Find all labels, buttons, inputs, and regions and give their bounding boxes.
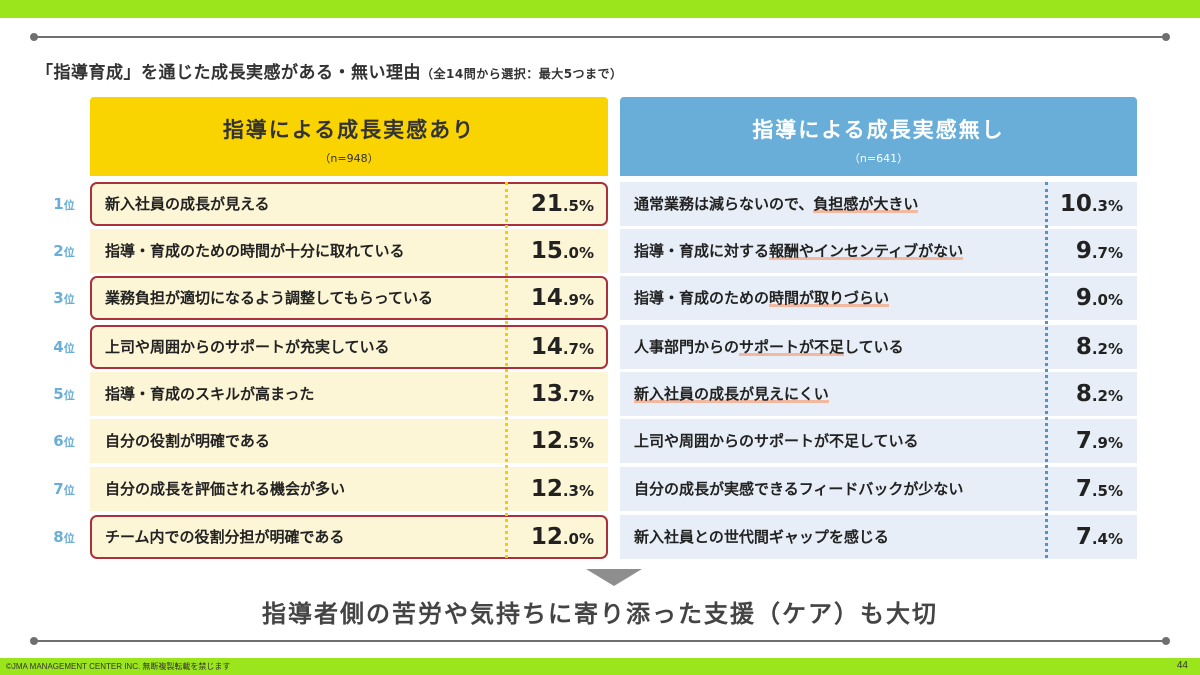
reason-label: 新入社員の成長が見える xyxy=(105,195,270,213)
right-reason-row-3: 指導・育成のための時間が取りづらい 9.0% xyxy=(620,276,1137,320)
conclusion-text: 指導者側の苦労や気持ちに寄り添った支援（ケア）も大切 xyxy=(262,600,938,628)
left-panel-title: 指導による成長実感あり xyxy=(222,118,476,142)
reason-percentage: 13.7% xyxy=(530,381,594,407)
reason-label: 指導・育成のための時間が十分に取れている xyxy=(105,242,405,260)
page-number: 44 xyxy=(1176,660,1188,671)
reason-label: 指導・育成に対する報酬やインセンティブがない xyxy=(634,242,964,260)
rank-label: 1位 xyxy=(53,195,75,213)
down-arrow-icon xyxy=(586,569,642,586)
reason-label: チーム内での役割分担が明確である xyxy=(105,528,345,546)
rank-label: 3位 xyxy=(53,289,75,307)
footer-bar: ©JMA MANAGEMENT CENTER INC. 無断複製転載を禁じます … xyxy=(0,658,1200,675)
reason-label: 上司や周囲からのサポートが充実している xyxy=(105,338,390,356)
reason-highlight: 負担感が大きい xyxy=(813,195,919,213)
reason-percentage: 12.0% xyxy=(530,524,594,550)
right-reason-row-2: 指導・育成に対する報酬やインセンティブがない 9.7% xyxy=(620,229,1137,273)
rank-label: 4位 xyxy=(53,338,75,356)
reason-label: 自分の成長を評価される機会が多い xyxy=(105,480,346,498)
reason-highlight: 報酬やインセンティブがない xyxy=(769,242,964,260)
left-reason-row-1: 新入社員の成長が見える 21.5% xyxy=(90,182,608,226)
page-title-note: （全14問から選択：最大5つまで） xyxy=(421,67,623,81)
left-panel-header: 指導による成長実感あり （n=948） xyxy=(90,97,608,176)
left-reason-row-2: 指導・育成のための時間が十分に取れている 15.0% xyxy=(90,229,608,273)
reason-label: 指導・育成のスキルが高まった xyxy=(105,385,315,403)
left-reason-row-3: 業務負担が適切になるよう調整してもらっている 14.9% xyxy=(90,276,608,320)
reason-percentage: 12.5% xyxy=(530,428,594,454)
rank-label: 8位 xyxy=(53,528,75,546)
reason-label: 新入社員との世代間ギャップを感じる xyxy=(634,528,889,546)
reason-percentage: 7.9% xyxy=(1075,428,1123,454)
reason-percentage: 8.2% xyxy=(1075,334,1123,360)
reason-percentage: 7.4% xyxy=(1075,524,1123,550)
reason-label: 上司や周囲からのサポートが不足している xyxy=(634,432,919,450)
reason-highlight: 新入社員の成長が見えにくい xyxy=(634,385,829,403)
rank-label: 6位 xyxy=(53,432,75,450)
right-reason-row-7: 自分の成長が実感できるフィードバックが少ない 7.5% xyxy=(620,467,1137,511)
right-panel-header: 指導による成長実感無し （n=641） xyxy=(620,97,1137,176)
rank-label: 5位 xyxy=(53,385,75,403)
reason-percentage: 9.0% xyxy=(1075,285,1123,311)
top-accent-bar xyxy=(0,0,1200,18)
right-reason-row-5: 新入社員の成長が見えにくい 8.2% xyxy=(620,372,1137,416)
reason-label: 自分の役割が明確である xyxy=(105,432,270,450)
bottom-divider xyxy=(30,637,1170,645)
left-reason-row-5: 指導・育成のスキルが高まった 13.7% xyxy=(90,372,608,416)
page-title-text: 「指導育成」を通じた成長実感がある・無い理由 xyxy=(36,63,421,83)
left-reason-row-6: 自分の役割が明確である 12.5% xyxy=(90,419,608,463)
reason-label: 指導・育成のための時間が取りづらい xyxy=(634,289,890,307)
reason-percentage: 9.7% xyxy=(1075,238,1123,264)
reason-percentage: 14.9% xyxy=(530,285,594,311)
page-title: 「指導育成」を通じた成長実感がある・無い理由（全14問から選択：最大5つまで） xyxy=(36,58,623,83)
left-panel-sample-size: （n=948） xyxy=(319,152,379,165)
reason-highlight: 時間が取りづらい xyxy=(769,289,890,307)
rank-label: 7位 xyxy=(53,480,75,498)
reason-label: 人事部門からのサポートが不足している xyxy=(634,338,904,356)
reason-label: 業務負担が適切になるよう調整してもらっている xyxy=(105,289,434,307)
reason-label: 新入社員の成長が見えにくい xyxy=(634,372,829,416)
rank-label: 2位 xyxy=(53,242,75,260)
right-reason-row-8: 新入社員との世代間ギャップを感じる 7.4% xyxy=(620,515,1137,559)
right-reason-row-1: 通常業務は減らないので、負担感が大きい 10.3% xyxy=(620,182,1137,226)
left-dotted-separator xyxy=(505,182,508,558)
left-reason-row-7: 自分の成長を評価される機会が多い 12.3% xyxy=(90,467,608,511)
reason-percentage: 7.5% xyxy=(1075,476,1123,502)
reason-label: 自分の成長が実感できるフィードバックが少ない xyxy=(634,480,964,498)
left-reason-row-4: 上司や周囲からのサポートが充実している 14.7% xyxy=(90,325,608,369)
right-panel-title: 指導による成長実感無し xyxy=(752,118,1005,142)
reason-percentage: 12.3% xyxy=(530,476,594,502)
reason-percentage: 21.5% xyxy=(530,191,594,217)
reason-highlight: サポートが不足 xyxy=(739,338,845,356)
reason-percentage: 15.0% xyxy=(530,238,594,264)
right-dotted-separator xyxy=(1045,182,1048,558)
reason-percentage: 8.2% xyxy=(1075,381,1123,407)
reason-label: 通常業務は減らないので、負担感が大きい xyxy=(634,195,919,213)
top-divider xyxy=(30,33,1170,41)
right-reason-row-6: 上司や周囲からのサポートが不足している 7.9% xyxy=(620,419,1137,463)
right-reason-row-4: 人事部門からのサポートが不足している 8.2% xyxy=(620,325,1137,369)
reason-percentage: 10.3% xyxy=(1059,191,1123,217)
left-reason-row-8: チーム内での役割分担が明確である 12.0% xyxy=(90,515,608,559)
copyright-text: ©JMA MANAGEMENT CENTER INC. 無断複製転載を禁じます xyxy=(6,662,231,671)
reason-percentage: 14.7% xyxy=(530,334,594,360)
right-panel-sample-size: （n=641） xyxy=(848,152,909,165)
